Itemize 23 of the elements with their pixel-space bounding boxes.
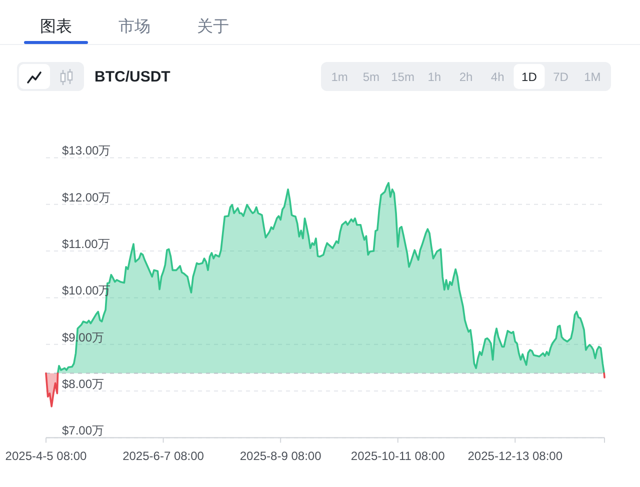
interval-label: 1m: [331, 70, 348, 84]
x-tick-label: 2025-10-11 08:00: [350, 449, 446, 463]
interval-label: 1D: [522, 70, 537, 84]
x-tick-label: 2025-4-5 08:00: [5, 449, 88, 463]
chart-title: BTC/USDT: [94, 68, 170, 86]
interval-label: 4h: [490, 70, 504, 84]
interval-label: 2h: [459, 70, 473, 84]
tab-label: 市场: [118, 18, 150, 36]
y-tick-label: $12.00万: [62, 190, 111, 204]
tab-label: 关于: [197, 18, 229, 36]
x-tick-label: 2025-6-7 08:00: [122, 449, 204, 463]
interval-label: 1M: [584, 70, 601, 84]
interval-label: 5m: [362, 70, 380, 84]
y-tick-label: $7.00万: [62, 424, 104, 438]
x-tick-label: 2025-8-9 08:00: [240, 449, 322, 463]
interval-label: 1h: [428, 70, 442, 84]
interval-label: 7D: [553, 70, 568, 84]
y-tick-label: $11.00万: [62, 237, 110, 252]
x-tick-label: 2025-12-13 08:00: [468, 449, 563, 463]
interval-label: 15m: [391, 70, 414, 84]
tab-label: 图表: [40, 18, 72, 36]
y-tick-label: $8.00万: [62, 377, 104, 392]
y-tick-label: $13.00万: [62, 144, 111, 158]
